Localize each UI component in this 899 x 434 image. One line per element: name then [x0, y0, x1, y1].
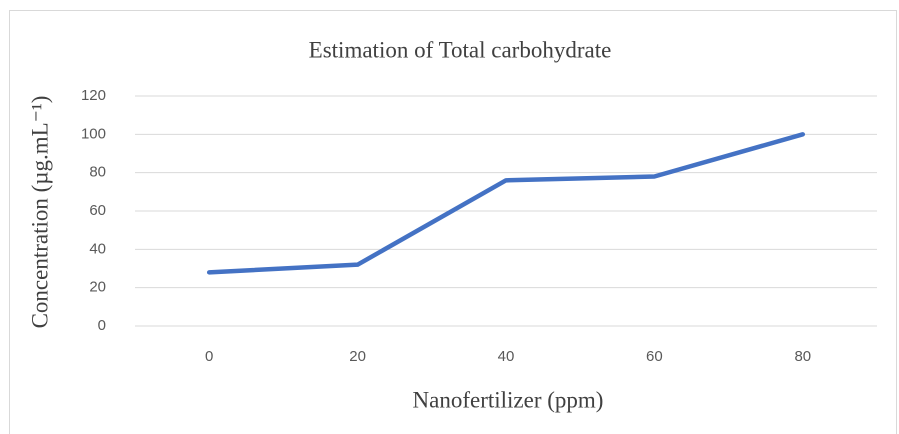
- y-tick-label: 80: [89, 164, 106, 181]
- y-tick-label: 20: [89, 279, 106, 296]
- y-tick-label: 120: [81, 87, 106, 104]
- x-tick-label: 60: [646, 348, 663, 365]
- chart-border: [9, 10, 897, 434]
- y-tick-label: 40: [89, 240, 106, 257]
- y-tick-label: 100: [81, 125, 106, 142]
- x-tick-label: 80: [794, 348, 811, 365]
- x-tick-label: 20: [349, 348, 366, 365]
- x-tick-label: 0: [205, 348, 213, 365]
- y-tick-label: 60: [89, 202, 106, 219]
- y-axis-label: Concentration (µg.mL⁻¹): [27, 96, 52, 329]
- y-tick-label: 0: [98, 317, 106, 334]
- chart-title: Estimation of Total carbohydrate: [309, 37, 612, 62]
- x-axis-label: Nanofertilizer (ppm): [413, 387, 604, 412]
- line: [206, 132, 806, 275]
- x-tick-label: 40: [498, 348, 515, 365]
